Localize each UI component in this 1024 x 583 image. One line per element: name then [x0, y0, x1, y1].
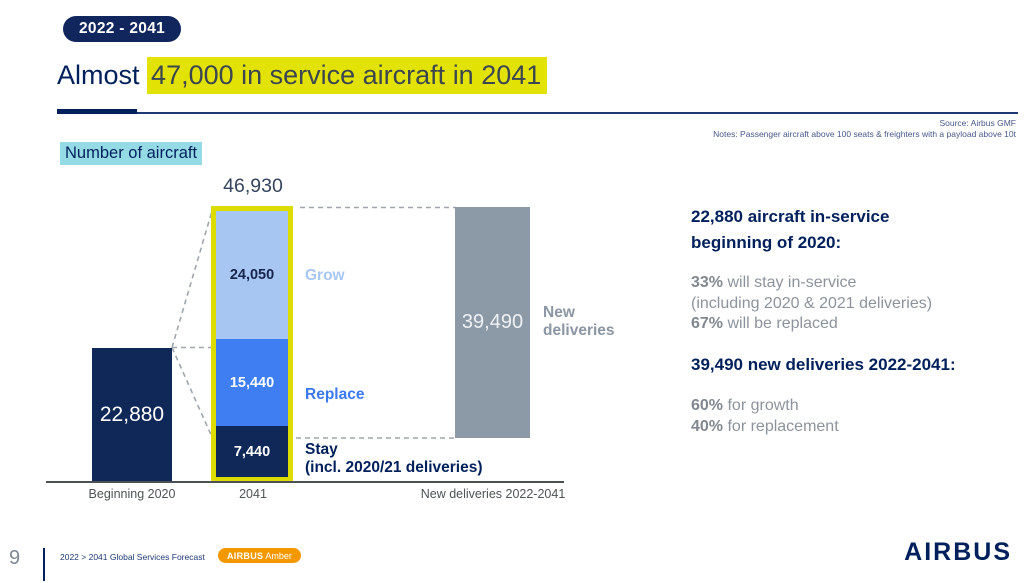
title-highlight: 47,000 in service aircraft in 2041	[147, 57, 548, 94]
page-title: Almost 47,000 in service aircraft in 204…	[57, 57, 548, 94]
airbus-amber-badge-suffix: Amber	[263, 550, 292, 561]
header-divider-accent	[57, 109, 137, 114]
bar-new-deliveries-value: 39,490	[461, 311, 524, 334]
airbus-amber-badge: AIRBUS Amber	[218, 548, 301, 563]
stat-growth: 60% for growth	[691, 396, 839, 417]
stat-replacement: 40% for replacement	[691, 417, 839, 438]
source-note: Source: Airbus GMF Notes: Passenger airc…	[713, 118, 1016, 139]
segment-replace: 15,440	[216, 338, 288, 427]
header-divider-line	[57, 112, 1018, 114]
stat-stay-pct: 33%	[691, 274, 724, 291]
legend-stay-line1: Stay	[305, 441, 338, 458]
legend-stay-line2: (incl. 2020/21 deliveries)	[305, 458, 483, 476]
stat-replaced: 67% will be replaced	[691, 314, 932, 335]
legend-replace: Replace	[305, 386, 365, 403]
stat-replacement-text: for replacement	[723, 417, 839, 435]
airbus-logo: AIRBUS	[904, 538, 1012, 566]
stat-stay-text: will stay in-service	[723, 274, 857, 291]
legend-new-deliveries-line2: deliveries	[543, 322, 615, 339]
bar-beginning-2020-value: 22,880	[99, 402, 165, 426]
stat-stay-note: (including 2020 & 2021 deliveries)	[691, 294, 933, 312]
legend-stay: Stay (incl. 2020/21 deliveries)	[305, 441, 483, 476]
footer-doc-title: 2022 > 2041 Global Services Forecast	[60, 552, 205, 562]
panel-heading-inservice-line1: 22,880 aircraft in-service	[691, 207, 890, 226]
bar-beginning-2020: 22,880	[92, 347, 172, 482]
stat-growth-text: for growth	[723, 397, 799, 414]
panel-stats-newdeliveries: 60% for growth 40% for replacement	[691, 396, 839, 437]
segment-grow: 24,050	[216, 211, 288, 339]
total-2041-label: 46,930	[223, 175, 283, 197]
x-label-new-deliveries: New deliveries 2022-2041	[420, 487, 566, 501]
chart-axis-caption: Number of aircraft	[60, 142, 203, 165]
page-number: 9	[9, 547, 21, 569]
bar-2041-highlight-box: 24,050 15,440 7,440	[211, 206, 293, 482]
footer-divider	[43, 548, 45, 581]
legend-new-deliveries: New deliveries	[543, 304, 615, 340]
panel-heading-newdeliveries: 39,490 new deliveries 2022-2041:	[691, 355, 956, 374]
dashed-connector-lines	[171, 206, 456, 439]
x-label-beginning-2020: Beginning 2020	[88, 487, 176, 501]
panel-heading-inservice-line2: beginning of 2020:	[691, 233, 842, 252]
segment-grow-value: 24,050	[229, 266, 275, 283]
panel-heading-inservice: 22,880 aircraft in-service beginning of …	[691, 204, 889, 256]
bar-new-deliveries: 39,490	[455, 207, 530, 439]
period-badge: 2022 - 2041	[63, 16, 182, 42]
segment-stay-value: 7,440	[233, 443, 271, 460]
title-prefix: Almost	[57, 60, 140, 90]
legend-grow: Grow	[305, 267, 345, 284]
legend-new-deliveries-line1: New	[543, 304, 575, 321]
stat-replaced-pct: 67%	[691, 315, 724, 332]
segment-replace-value: 15,440	[229, 374, 275, 391]
source-line: Source: Airbus GMF	[939, 118, 1016, 128]
x-label-2041: 2041	[239, 487, 267, 501]
stat-growth-pct: 60%	[691, 397, 724, 414]
segment-stay: 7,440	[216, 426, 288, 477]
notes-line: Notes: Passenger aircraft above 100 seat…	[713, 128, 1016, 139]
airbus-amber-badge-brand: AIRBUS	[227, 550, 264, 561]
stat-replacement-pct: 40%	[691, 417, 724, 435]
x-axis-line	[46, 481, 564, 483]
stat-replaced-text: will be replaced	[723, 315, 838, 332]
stat-stay: 33% will stay in-service	[691, 273, 932, 294]
panel-stats-inservice: 33% will stay in-service (including 2020…	[691, 273, 932, 335]
